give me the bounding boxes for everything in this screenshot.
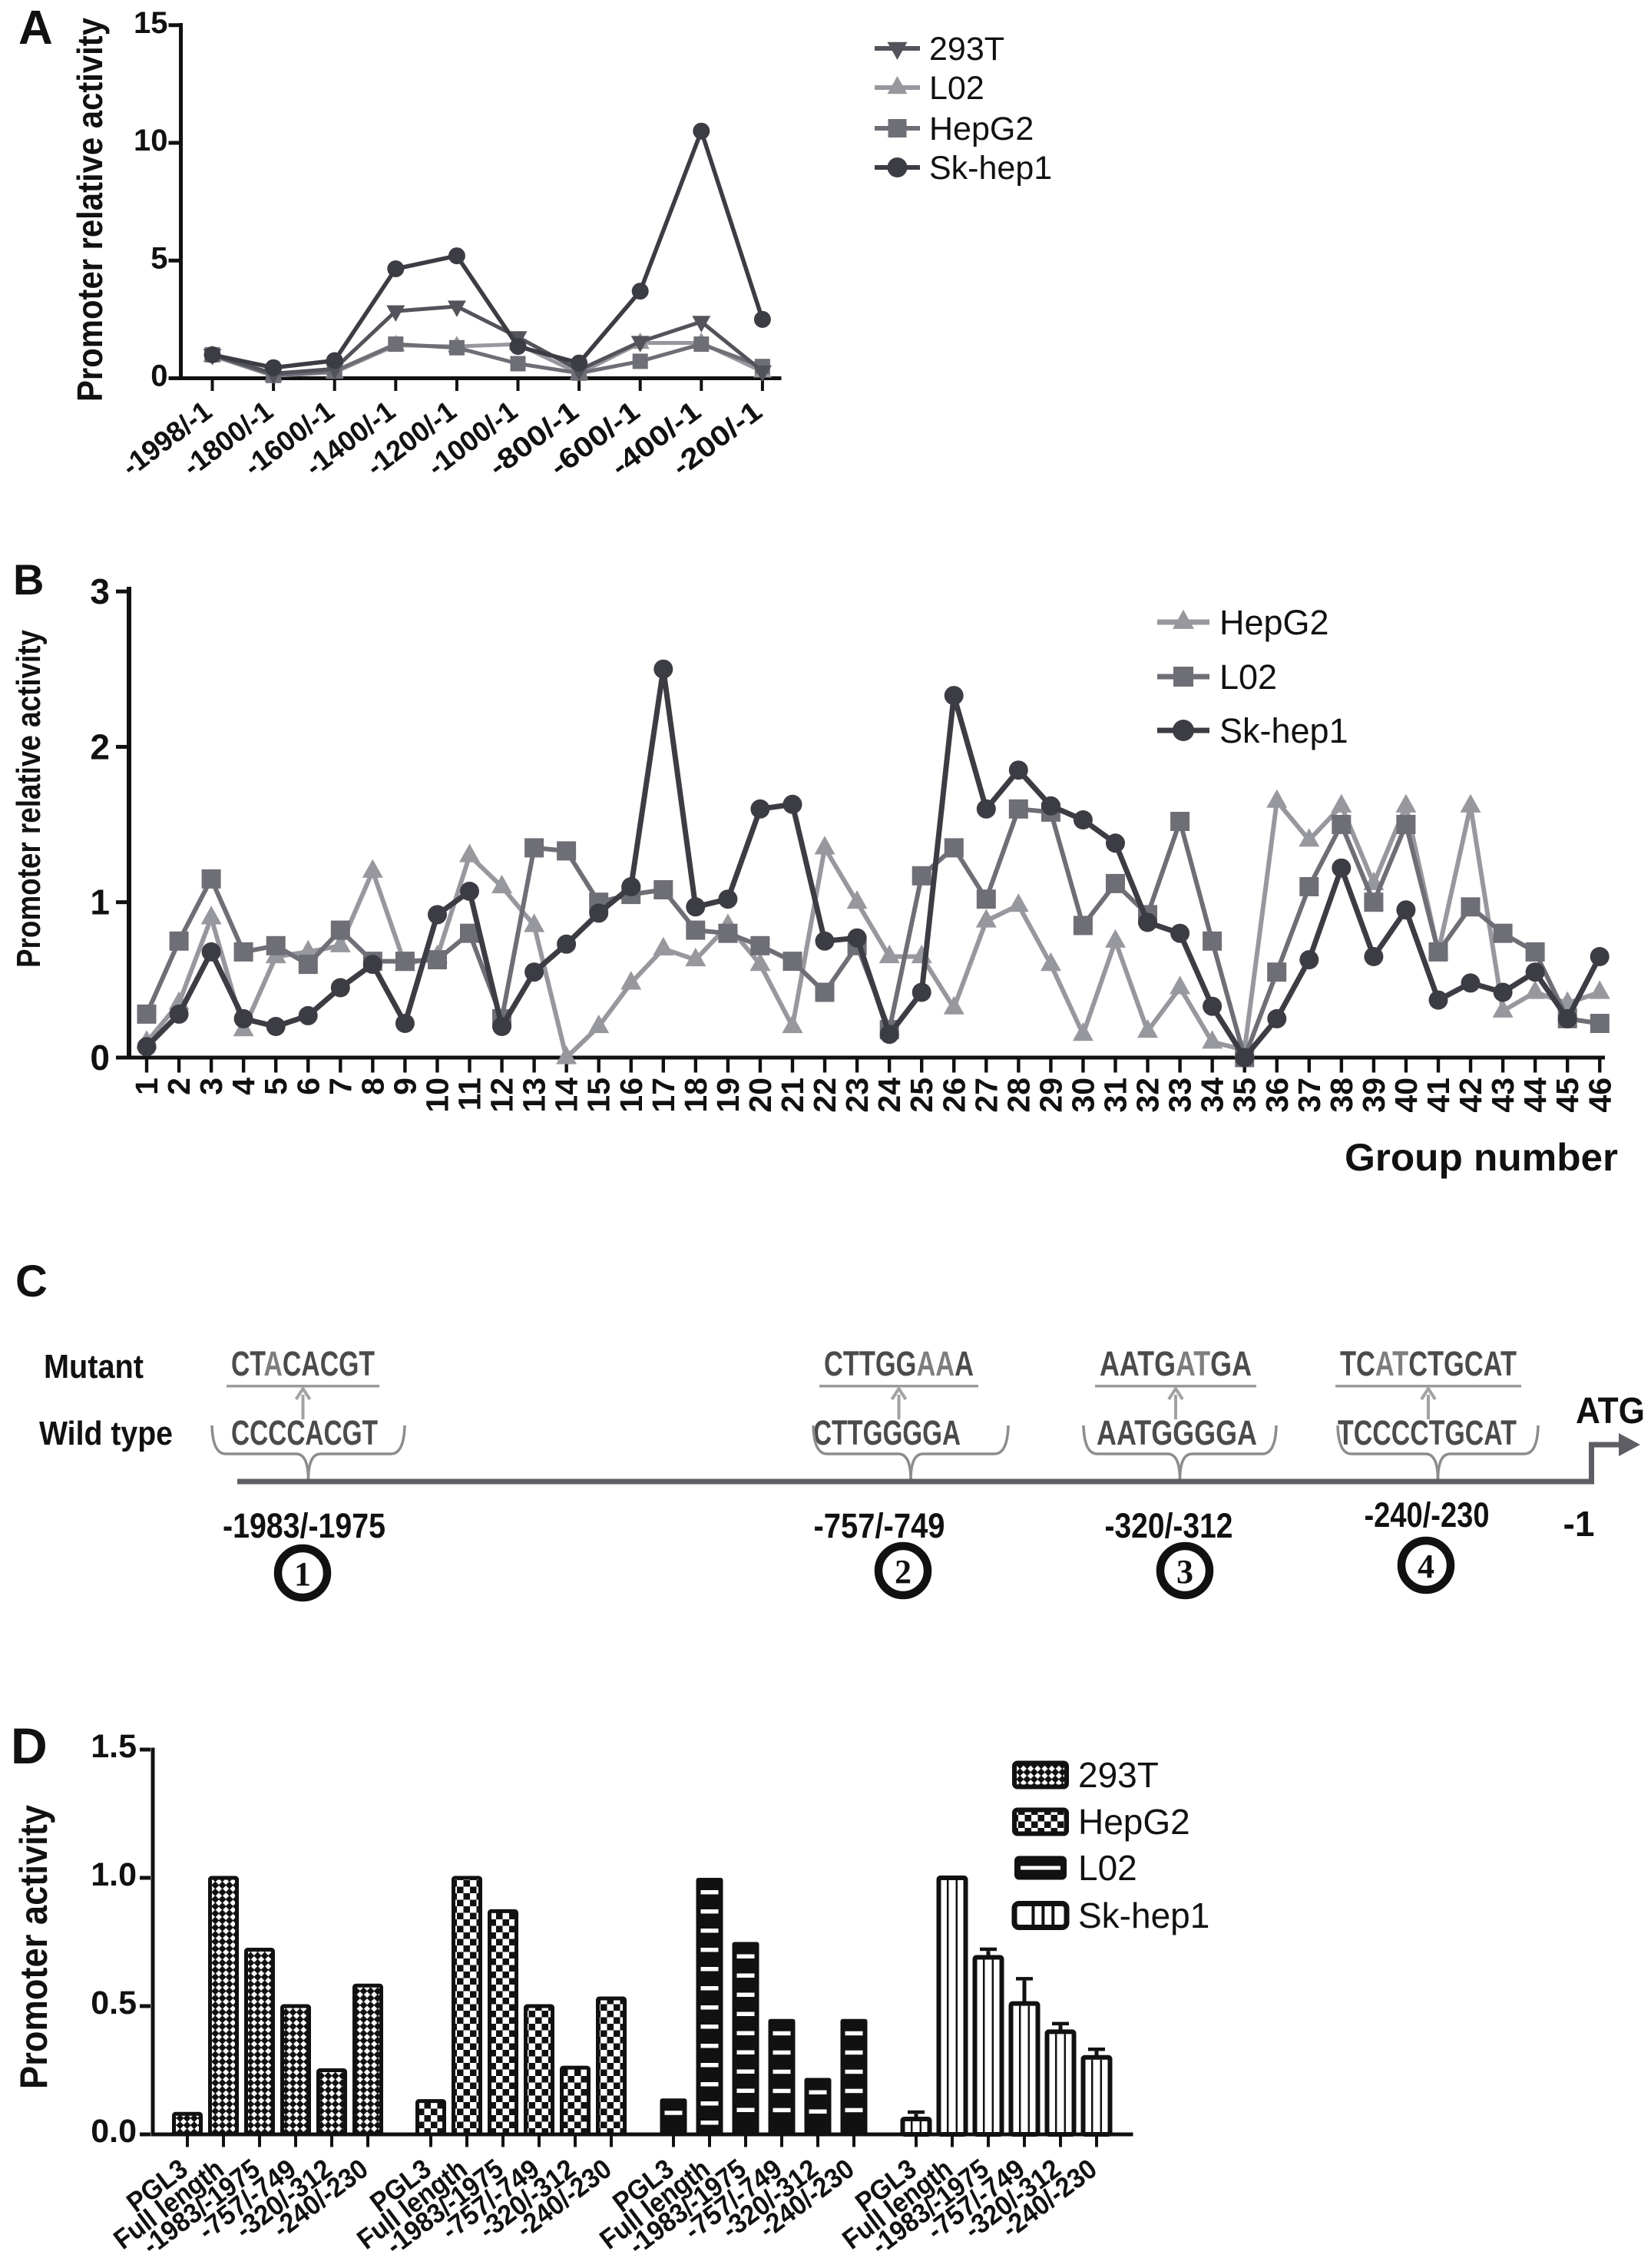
svg-text:20: 20 bbox=[743, 1078, 778, 1113]
svg-text:1: 1 bbox=[129, 1078, 164, 1095]
svg-text:45: 45 bbox=[1550, 1078, 1585, 1113]
svg-text:44: 44 bbox=[1517, 1078, 1553, 1113]
svg-text:CCCCACGT: CCCCACGT bbox=[231, 1413, 378, 1452]
svg-text:-240/-230: -240/-230 bbox=[1365, 1495, 1490, 1535]
svg-text:Mutant: Mutant bbox=[44, 1348, 144, 1386]
svg-text:25: 25 bbox=[904, 1078, 939, 1113]
svg-text:21: 21 bbox=[775, 1078, 810, 1113]
svg-text:34: 34 bbox=[1195, 1078, 1230, 1113]
svg-text:0: 0 bbox=[90, 1038, 110, 1078]
svg-text:6: 6 bbox=[290, 1078, 326, 1095]
svg-text:2: 2 bbox=[161, 1078, 197, 1095]
svg-text:7: 7 bbox=[323, 1078, 358, 1095]
svg-text:Sk-hep1: Sk-hep1 bbox=[1219, 711, 1348, 750]
svg-text:29: 29 bbox=[1033, 1078, 1068, 1113]
svg-text:26: 26 bbox=[936, 1078, 971, 1113]
svg-text:23: 23 bbox=[839, 1078, 875, 1113]
svg-text:10: 10 bbox=[134, 124, 168, 157]
svg-text:L02: L02 bbox=[1078, 1848, 1137, 1888]
svg-text:Promoter relative activity: Promoter relative activity bbox=[70, 18, 110, 402]
svg-text:22: 22 bbox=[807, 1078, 842, 1113]
svg-text:3: 3 bbox=[194, 1078, 229, 1095]
svg-text:ATG: ATG bbox=[1576, 1391, 1645, 1432]
svg-text:15: 15 bbox=[134, 6, 168, 40]
svg-text:CTACACGT: CTACACGT bbox=[231, 1344, 375, 1383]
svg-text:Wild type: Wild type bbox=[39, 1415, 173, 1452]
svg-text:Sk-hep1: Sk-hep1 bbox=[1078, 1896, 1209, 1935]
svg-text:10: 10 bbox=[419, 1078, 455, 1113]
svg-text:-1: -1 bbox=[1563, 1504, 1595, 1544]
svg-text:13: 13 bbox=[517, 1078, 552, 1113]
svg-text:2: 2 bbox=[895, 1553, 912, 1591]
svg-text:D: D bbox=[11, 1717, 48, 1774]
svg-text:31: 31 bbox=[1098, 1078, 1133, 1113]
svg-text:24: 24 bbox=[872, 1078, 907, 1113]
svg-text:1.0: 1.0 bbox=[91, 1856, 137, 1893]
svg-text:11: 11 bbox=[452, 1078, 488, 1111]
svg-text:Promoter relative activity: Promoter relative activity bbox=[10, 630, 48, 968]
svg-text:TCATCTGCAT: TCATCTGCAT bbox=[1340, 1344, 1517, 1383]
svg-text:27: 27 bbox=[968, 1078, 1004, 1113]
svg-text:42: 42 bbox=[1453, 1078, 1488, 1113]
svg-text:2: 2 bbox=[90, 727, 110, 766]
svg-text:-320/-312: -320/-312 bbox=[1105, 1506, 1233, 1545]
svg-text:40: 40 bbox=[1388, 1078, 1424, 1113]
svg-text:35: 35 bbox=[1227, 1078, 1262, 1113]
svg-text:8: 8 bbox=[355, 1078, 390, 1095]
svg-text:HepG2: HepG2 bbox=[1219, 603, 1329, 642]
svg-text:37: 37 bbox=[1292, 1078, 1327, 1113]
svg-text:-1983/-1975: -1983/-1975 bbox=[223, 1506, 385, 1545]
svg-text:Sk-hep1: Sk-hep1 bbox=[929, 150, 1052, 187]
svg-text:CTTGGAAA: CTTGGAAA bbox=[824, 1344, 974, 1383]
svg-text:CTTGGGGA: CTTGGGGA bbox=[813, 1413, 961, 1452]
svg-text:Group number: Group number bbox=[1345, 1136, 1618, 1179]
svg-text:28: 28 bbox=[1001, 1078, 1036, 1113]
svg-text:38: 38 bbox=[1324, 1078, 1359, 1113]
svg-text:39: 39 bbox=[1356, 1078, 1391, 1113]
svg-text:3: 3 bbox=[90, 571, 110, 611]
svg-text:0: 0 bbox=[151, 359, 167, 393]
svg-text:41: 41 bbox=[1421, 1078, 1456, 1113]
svg-text:1: 1 bbox=[90, 882, 110, 922]
svg-text:-757/-749: -757/-749 bbox=[814, 1506, 945, 1545]
svg-text:L02: L02 bbox=[929, 70, 984, 107]
svg-text:4: 4 bbox=[1418, 1548, 1434, 1585]
svg-text:14: 14 bbox=[549, 1078, 584, 1113]
svg-text:30: 30 bbox=[1065, 1078, 1100, 1113]
svg-text:AATGATGA: AATGATGA bbox=[1100, 1344, 1252, 1383]
svg-text:33: 33 bbox=[1163, 1078, 1198, 1113]
svg-text:293T: 293T bbox=[929, 31, 1004, 68]
svg-text:293T: 293T bbox=[1078, 1755, 1159, 1795]
svg-text:0.0: 0.0 bbox=[91, 2113, 137, 2150]
svg-text:16: 16 bbox=[614, 1078, 649, 1113]
svg-text:46: 46 bbox=[1582, 1078, 1617, 1113]
svg-text:9: 9 bbox=[387, 1078, 422, 1095]
svg-text:TCCCCTGCAT: TCCCCTGCAT bbox=[1338, 1413, 1517, 1452]
svg-text:17: 17 bbox=[646, 1078, 681, 1113]
svg-text:HepG2: HepG2 bbox=[1078, 1802, 1190, 1842]
svg-text:1: 1 bbox=[294, 1555, 311, 1593]
svg-text:3: 3 bbox=[1176, 1553, 1193, 1591]
svg-text:12: 12 bbox=[485, 1078, 520, 1113]
svg-text:Promoter activity: Promoter activity bbox=[12, 1805, 55, 2089]
svg-text:L02: L02 bbox=[1219, 657, 1277, 697]
svg-text:36: 36 bbox=[1259, 1078, 1295, 1113]
svg-text:AATGGGGA: AATGGGGA bbox=[1097, 1413, 1257, 1452]
svg-text:HepG2: HepG2 bbox=[929, 111, 1034, 147]
svg-text:5: 5 bbox=[258, 1078, 293, 1095]
svg-text:32: 32 bbox=[1130, 1078, 1166, 1113]
svg-text:15: 15 bbox=[581, 1078, 617, 1113]
svg-text:18: 18 bbox=[678, 1078, 713, 1113]
svg-text:B: B bbox=[13, 555, 44, 604]
svg-text:C: C bbox=[15, 1257, 48, 1306]
svg-text:1.5: 1.5 bbox=[91, 1728, 137, 1765]
svg-text:4: 4 bbox=[226, 1078, 261, 1095]
svg-text:43: 43 bbox=[1485, 1078, 1520, 1113]
svg-text:5: 5 bbox=[151, 241, 167, 275]
svg-text:A: A bbox=[18, 2, 53, 55]
svg-text:19: 19 bbox=[710, 1078, 746, 1113]
svg-text:0.5: 0.5 bbox=[91, 1985, 137, 2021]
